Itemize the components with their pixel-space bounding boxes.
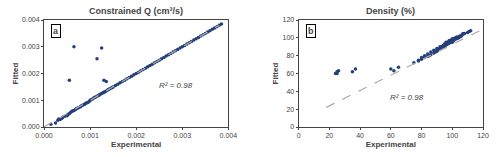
svg-text:0.002: 0.002: [22, 70, 40, 77]
svg-text:120: 120: [283, 16, 295, 23]
svg-text:40: 40: [286, 88, 294, 95]
svg-text:b: b: [308, 26, 314, 36]
svg-text:20: 20: [286, 106, 294, 113]
svg-text:0: 0: [297, 132, 301, 139]
svg-text:80: 80: [286, 52, 294, 59]
svg-text:0.003: 0.003: [22, 43, 40, 50]
svg-text:0.003: 0.003: [174, 132, 192, 139]
svg-text:0.000: 0.000: [35, 132, 53, 139]
svg-text:0.000: 0.000: [22, 123, 40, 130]
svg-text:20: 20: [325, 132, 333, 139]
svg-text:R² = 0.98: R² = 0.98: [390, 93, 424, 102]
svg-text:Fitted: Fitted: [271, 63, 280, 85]
svg-text:Constrained Q (cm³/s): Constrained Q (cm³/s): [89, 6, 183, 16]
svg-text:Experimental: Experimental: [111, 140, 161, 149]
svg-text:0.002: 0.002: [127, 132, 145, 139]
svg-text:0.004: 0.004: [22, 16, 40, 23]
svg-text:40: 40: [356, 132, 364, 139]
svg-text:0.001: 0.001: [81, 132, 99, 139]
svg-text:a: a: [53, 26, 59, 36]
svg-text:60: 60: [286, 70, 294, 77]
svg-text:60: 60: [387, 132, 395, 139]
svg-text:Fitted: Fitted: [11, 63, 20, 85]
svg-text:Experimental: Experimental: [366, 140, 416, 149]
svg-text:0.001: 0.001: [22, 97, 40, 104]
svg-text:100: 100: [283, 34, 295, 41]
svg-text:Density (%): Density (%): [366, 6, 415, 16]
svg-text:80: 80: [418, 132, 426, 139]
svg-text:120: 120: [477, 132, 489, 139]
svg-text:100: 100: [446, 132, 458, 139]
svg-text:0: 0: [290, 123, 294, 130]
svg-text:R² = 0.98: R² = 0.98: [159, 81, 193, 90]
svg-text:0.004: 0.004: [220, 132, 238, 139]
